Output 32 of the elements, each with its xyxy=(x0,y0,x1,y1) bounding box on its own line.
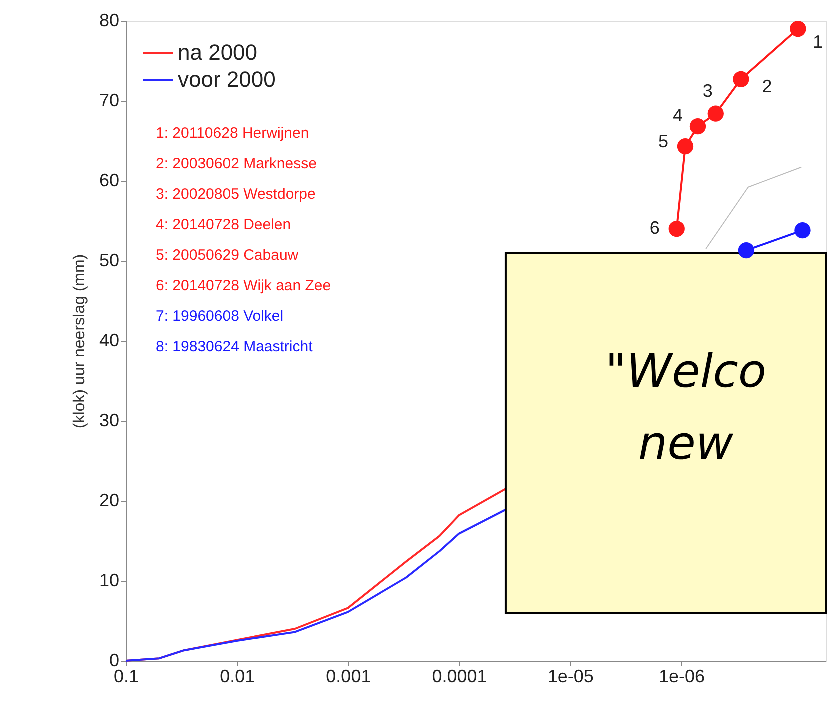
y-tick-label: 60 xyxy=(99,170,120,190)
y-tick-label: 30 xyxy=(99,410,120,430)
x-tick-label: 1e-05 xyxy=(548,666,594,686)
annotation: 4: 20140728 Deelen xyxy=(156,216,292,234)
x-tick-label: 0.001 xyxy=(326,666,372,686)
annotation: 3: 20020805 Westdorpe xyxy=(156,186,316,203)
annotation: new xyxy=(638,416,734,470)
y-tick-label: 80 xyxy=(99,10,120,30)
y-tick-label: 70 xyxy=(99,90,120,110)
annotation: 6 xyxy=(650,218,660,238)
legend-label: na 2000 xyxy=(178,40,258,65)
annotation: 1: 20110628 Herwijnen xyxy=(156,125,310,142)
annotation: 4 xyxy=(672,106,683,126)
y-tick-label: 50 xyxy=(99,250,120,270)
annotation: 7: 19960608 Volkel xyxy=(156,308,284,325)
annotation: 3 xyxy=(702,80,713,101)
legend-label: voor 2000 xyxy=(178,67,276,92)
x-tick-label: 1e-06 xyxy=(658,666,705,686)
y-tick-label: 10 xyxy=(99,570,120,590)
y-tick-label: 20 xyxy=(99,490,120,510)
x-tick-label: 0.0001 xyxy=(432,666,488,686)
annotation: 6: 20140728 Wijk aan Zee xyxy=(156,278,332,294)
y-tick-label: 40 xyxy=(99,330,120,350)
x-tick-label: 0.01 xyxy=(220,666,256,686)
y-axis-title: (klok) uur neerslag (mm) xyxy=(71,254,88,429)
annotation: 2 xyxy=(762,76,772,96)
annotation: 5 xyxy=(658,132,668,152)
annotation: 2: 20030602 Marknesse xyxy=(156,156,317,172)
annotation: 1 xyxy=(813,32,824,52)
annotation: 5: 20050629 Cabauw xyxy=(156,247,299,264)
annotation: "Welco xyxy=(605,344,767,398)
annotation: 8: 19830624 Maastricht xyxy=(156,338,314,356)
